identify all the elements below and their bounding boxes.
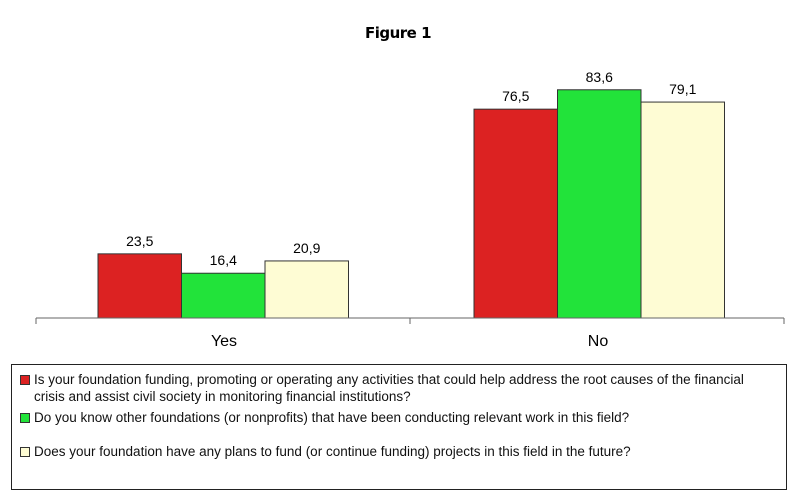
bars-group: [97, 89, 725, 319]
x-tick-label-yes: Yes: [211, 333, 237, 350]
legend-label-q1: Is your foundation funding, promoting or…: [34, 372, 744, 404]
legend-swatch-cream: [20, 447, 30, 457]
legend-swatch-green: [20, 413, 30, 423]
bar-yes-series-1: [97, 253, 182, 319]
legend-swatch-red: [20, 375, 30, 385]
bar-chart: Figure 1 23,5 16,4 20,9 76,5 83,6 79,1 Yes No: [35, 24, 785, 350]
value-label-yes-series-2: 16,4: [210, 252, 237, 268]
bar-no-series-2: [557, 89, 642, 319]
value-label-no-series-2: 83,6: [586, 69, 613, 85]
bar-no-series-3: [640, 101, 725, 319]
bar-yes-series-3: [264, 260, 349, 319]
bar-yes-series-2: [181, 272, 266, 319]
chart-title: Figure 1: [365, 24, 431, 42]
legend: Is your foundation funding, promoting or…: [11, 364, 787, 490]
legend-item-q1: Is your foundation funding, promoting or…: [20, 371, 778, 409]
bar-no-series-1: [473, 108, 558, 319]
value-labels-group: 23,5 16,4 20,9 76,5 83,6 79,1: [126, 69, 696, 268]
x-tick-label-no: No: [588, 333, 609, 350]
legend-label-q2: Do you know other foundations (or nonpro…: [34, 410, 630, 425]
legend-item-q3: Does your foundation have any plans to f…: [20, 443, 778, 463]
value-label-yes-series-1: 23,5: [126, 233, 153, 249]
legend-label-q3: Does your foundation have any plans to f…: [34, 444, 631, 459]
value-label-no-series-1: 76,5: [502, 88, 529, 104]
value-label-yes-series-3: 20,9: [293, 240, 320, 256]
legend-item-q2: Do you know other foundations (or nonpro…: [20, 409, 778, 443]
value-label-no-series-3: 79,1: [669, 81, 696, 97]
